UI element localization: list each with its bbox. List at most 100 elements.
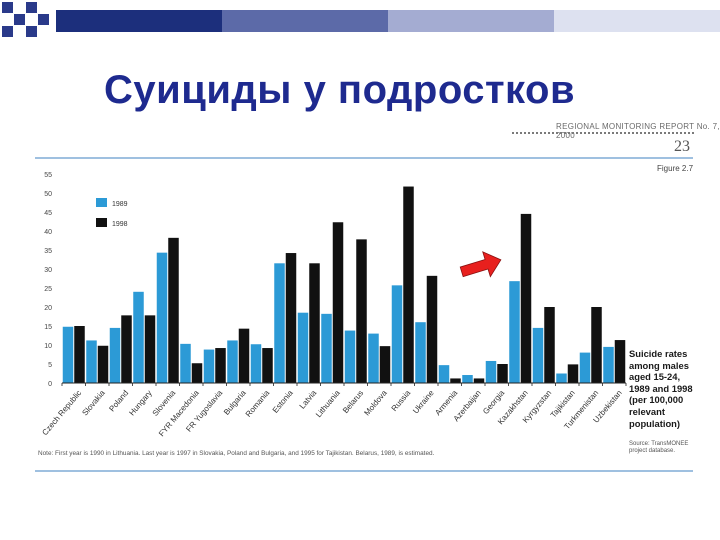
y-tick-label: 25 — [44, 286, 52, 293]
bar-1989-poland — [109, 327, 121, 383]
caption-line: relevant — [629, 405, 665, 417]
y-tick-label: 40 — [44, 229, 52, 236]
annotation-arrow — [459, 251, 502, 278]
bar-1998-fr-yugoslavia — [215, 348, 226, 383]
header-checker-square — [26, 2, 37, 13]
figure-top-rule — [35, 157, 693, 159]
bar-1998-slovakia — [97, 345, 109, 383]
bar-1998-tajikistan — [567, 364, 579, 383]
report-header-rule — [512, 132, 694, 134]
bar-1989-azerbaijan — [462, 375, 473, 383]
chart-caption: Suicide rates among males aged 15-24, 19… — [629, 348, 709, 429]
header-checker-square — [2, 26, 13, 37]
legend-label-1998: 1998 — [112, 221, 128, 228]
bar-1989-kazakhstan — [509, 281, 520, 383]
report-header: REGIONAL MONITORING REPORT No. 7, 2000 — [556, 122, 720, 140]
x-tick-label: Romania — [244, 388, 272, 419]
caption-line: (per 100,000 — [629, 394, 684, 406]
x-tick-label: Czech Republic — [40, 389, 83, 438]
bar-1989-estonia — [274, 263, 285, 383]
bar-1998-latvia — [309, 263, 320, 383]
legend-swatch-1989 — [96, 198, 107, 207]
header-band-segment — [388, 10, 554, 32]
bar-1998-lithuania — [332, 222, 344, 383]
header-band-segment — [554, 10, 720, 32]
x-tick-label: Latvia — [298, 388, 319, 411]
bar-1989-fr-yugoslavia — [203, 349, 215, 383]
bar-1998-hungary — [144, 315, 156, 383]
arrow-shape — [459, 251, 502, 278]
bar-1998-uzbekistan — [614, 340, 626, 383]
caption-line: population) — [629, 417, 681, 429]
header-checker-square — [14, 14, 25, 25]
bar-1989-lithuania — [321, 313, 332, 383]
bar-1998-romania — [262, 348, 273, 383]
bar-1998-russia — [403, 186, 414, 383]
bar-1998-armenia — [450, 378, 461, 383]
page-number: 23 — [674, 138, 690, 155]
figure-label: Figure 2.7 — [657, 164, 694, 173]
x-tick-label: Slovakia — [80, 388, 107, 417]
header-band-segment — [222, 10, 388, 32]
bar-1998-georgia — [497, 364, 508, 383]
bar-1989-russia — [391, 285, 403, 383]
y-tick-label: 30 — [44, 267, 52, 274]
caption-line: Suicide rates — [629, 348, 688, 359]
bar-1998-azerbaijan — [473, 378, 485, 383]
x-tick-label: Russia — [390, 388, 413, 413]
caption-source-line: Source: TransMONEE — [629, 441, 689, 447]
caption-source: Source: TransMONEE project database. — [629, 441, 709, 455]
bar-1998-belarus — [356, 239, 367, 383]
caption-source-line: project database. — [629, 448, 676, 454]
x-tick-label: Lithuania — [314, 388, 342, 419]
bar-1989-kyrgyzstan — [532, 327, 544, 383]
slide-header-band — [2, 2, 720, 37]
bar-1998-kazakhstan — [520, 213, 532, 383]
x-tick-label: Poland — [107, 389, 130, 414]
y-tick-label: 55 — [44, 172, 52, 179]
bar-1998-ukraine — [426, 275, 438, 383]
bar-1998-slovenia — [168, 237, 179, 383]
bar-1998-fyr-macedonia — [191, 363, 203, 383]
bar-1989-bulgaria — [227, 340, 238, 383]
legend-swatch-1998 — [96, 218, 107, 227]
x-tick-label: Belarus — [341, 389, 365, 416]
bar-1998-poland — [121, 315, 132, 383]
header-checker-square — [38, 14, 49, 25]
caption-line: aged 15-24, — [629, 371, 681, 383]
bar-1998-estonia — [285, 253, 297, 383]
bar-1989-tajikistan — [556, 373, 567, 383]
x-tick-label: Estonia — [271, 388, 295, 415]
caption-line: among males — [629, 359, 689, 371]
bar-1989-ukraine — [415, 322, 426, 383]
y-tick-label: 35 — [44, 248, 52, 255]
y-tick-label: 5 — [48, 362, 52, 369]
legend-label-1989: 1989 — [112, 201, 128, 208]
bar-1989-fyr-macedonia — [180, 343, 191, 383]
bar-1998-moldova — [379, 346, 391, 383]
bar-1989-romania — [250, 344, 262, 383]
y-tick-label: 10 — [44, 343, 52, 350]
header-band-segment — [56, 10, 222, 32]
x-tick-label: Hungary — [127, 389, 153, 418]
y-tick-label: 50 — [44, 191, 52, 198]
bar-1998-bulgaria — [238, 328, 250, 383]
bar-1989-slovenia — [156, 252, 168, 383]
bar-1989-uzbekistan — [603, 346, 614, 383]
bar-1998-kyrgyzstan — [544, 307, 555, 383]
bar-1989-hungary — [133, 291, 144, 383]
chart-footnote: Note: First year is 1990 in Lithuania. L… — [38, 450, 435, 457]
y-tick-label: 15 — [44, 324, 52, 331]
figure-bottom-rule — [35, 470, 693, 472]
y-tick-label: 45 — [44, 210, 52, 217]
slide-title: Суициды у подростков — [104, 68, 576, 112]
bar-1989-turkmenistan — [579, 352, 591, 383]
header-checker-square — [26, 26, 37, 37]
bar-1989-latvia — [297, 312, 309, 383]
header-checker-square — [2, 2, 13, 13]
bar-1989-moldova — [368, 333, 379, 383]
x-tick-label: Moldova — [362, 388, 389, 417]
bar-1989-armenia — [438, 365, 450, 383]
caption-line: 1989 and 1998 — [629, 382, 693, 394]
